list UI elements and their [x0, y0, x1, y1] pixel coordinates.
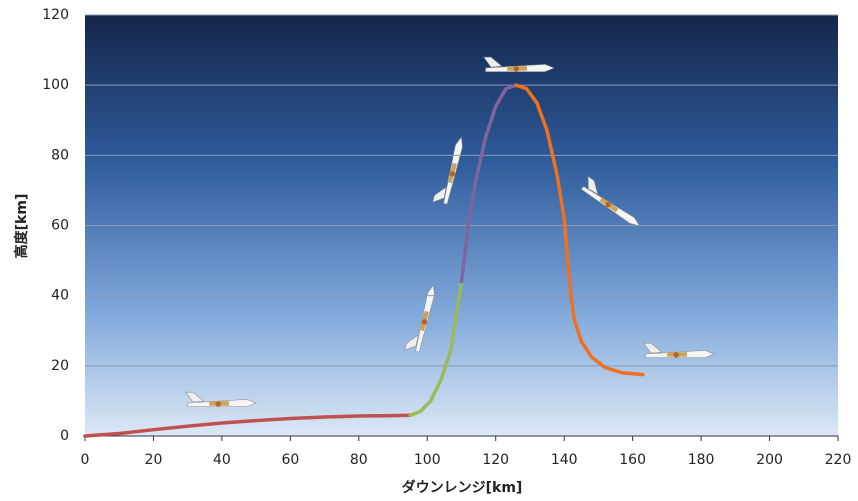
y-tick-label: 60: [51, 218, 69, 234]
y-tick-label: 100: [42, 77, 69, 93]
x-tick-label: 80: [350, 452, 368, 468]
x-tick-label: 220: [825, 452, 852, 468]
y-tick-label: 20: [51, 358, 69, 374]
y-tick-label: 0: [60, 428, 69, 444]
y-tick-label: 40: [51, 288, 69, 304]
y-tick-label: 120: [42, 7, 69, 23]
x-tick-label: 100: [414, 452, 441, 468]
x-tick-label: 200: [756, 452, 783, 468]
y-tick-label: 80: [51, 147, 69, 163]
chart: ダウンレンジ[km] 高度[km] 0 20 40 60 80 100 120 0 20 40 60…: [0, 0, 858, 497]
x-tick-label: 0: [81, 452, 90, 468]
x-tick-label: 40: [213, 452, 231, 468]
x-tick-label: 160: [619, 452, 646, 468]
x-axis-title: ダウンレンジ[km]: [402, 479, 523, 496]
y-axis-title: 高度[km]: [13, 194, 30, 259]
x-tick-label: 60: [281, 452, 299, 468]
x-tick-label: 180: [688, 452, 715, 468]
x-tick-label: 20: [145, 452, 163, 468]
x-tick-label: 120: [482, 452, 509, 468]
x-tick-label: 140: [551, 452, 578, 468]
